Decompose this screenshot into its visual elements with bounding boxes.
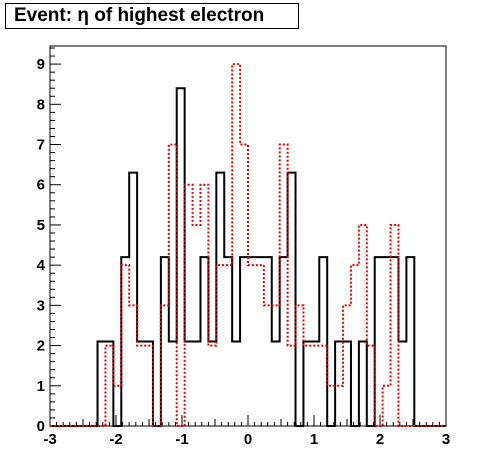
y-tick-label: 6	[37, 177, 45, 194]
y-tick-label: 4	[37, 257, 46, 274]
y-tick-label: 9	[37, 56, 45, 73]
y-tick-label: 5	[37, 217, 45, 234]
y-tick-label: 7	[37, 137, 45, 154]
plot-frame	[50, 46, 446, 426]
x-tick-label: 3	[442, 431, 450, 448]
x-tick-label: 0	[244, 431, 252, 448]
y-tick-label: 0	[37, 418, 45, 435]
x-tick-label: 2	[376, 431, 384, 448]
y-tick-label: 2	[37, 338, 45, 355]
y-tick-label: 1	[37, 378, 45, 395]
x-tick-label: 1	[310, 431, 318, 448]
y-tick-label: 3	[37, 297, 45, 314]
y-tick-label: 8	[37, 96, 45, 113]
series-dotted-histogram	[50, 64, 446, 426]
x-tick-label: -3	[43, 431, 56, 448]
x-tick-label: -1	[175, 431, 188, 448]
x-tick-label: -2	[109, 431, 122, 448]
